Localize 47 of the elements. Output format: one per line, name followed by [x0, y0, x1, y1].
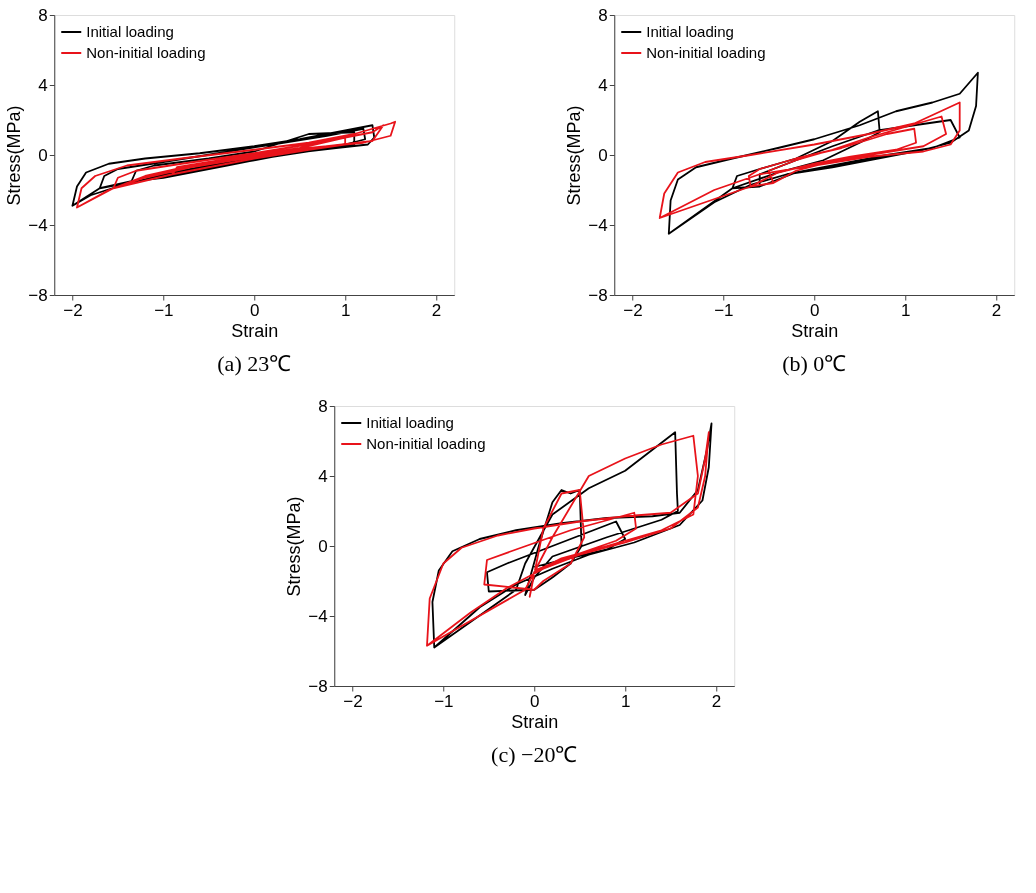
- text: (a) 23℃: [217, 351, 292, 376]
- legend-label: Initial loading: [646, 23, 734, 40]
- y-tick-label: 0: [598, 145, 608, 165]
- x-tick-label: −2: [63, 300, 83, 320]
- y-tick-label: 0: [38, 145, 48, 165]
- y-axis-title: Stress(MPa): [564, 105, 585, 206]
- legend-label: Initial loading: [366, 414, 454, 431]
- y-tick-label: −4: [308, 606, 328, 626]
- legend-label: Non-initial loading: [366, 435, 486, 452]
- line-series: [658, 101, 961, 219]
- y-tick-label: −4: [588, 215, 608, 235]
- x-axis-title: Strain: [511, 711, 559, 732]
- line-series: [667, 71, 979, 235]
- y-tick-label: 8: [318, 396, 328, 416]
- x-tick-label: 1: [620, 691, 631, 711]
- y-tick-label: −8: [28, 285, 48, 305]
- text: (b) 0℃: [782, 351, 847, 376]
- x-tick-label: 1: [900, 300, 911, 320]
- x-tick-label: −1: [714, 300, 734, 320]
- x-tick-label: −2: [343, 691, 363, 711]
- y-tick-label: 4: [598, 75, 608, 95]
- x-tick-label: 2: [711, 691, 722, 711]
- y-tick-label: 0: [318, 536, 328, 556]
- y-tick-label: −4: [28, 215, 48, 235]
- x-tick-label: 1: [340, 300, 351, 320]
- y-tick-label: 4: [38, 75, 48, 95]
- legend-label: Initial loading: [86, 23, 174, 40]
- x-tick-label: 0: [530, 691, 540, 711]
- y-tick-label: −8: [308, 676, 328, 696]
- y-axis-title: Stress(MPa): [284, 496, 305, 597]
- y-axis-title: Stress(MPa): [4, 105, 25, 206]
- text: (c) −20℃: [491, 742, 578, 767]
- y-tick-label: 8: [598, 5, 608, 25]
- y-tick-label: 4: [318, 466, 328, 486]
- legend-label: Non-initial loading: [86, 44, 206, 61]
- x-axis-title: Strain: [791, 320, 839, 341]
- legend-label: Non-initial loading: [646, 44, 766, 61]
- x-tick-label: −1: [434, 691, 454, 711]
- x-tick-label: −1: [154, 300, 174, 320]
- x-tick-label: 2: [431, 300, 442, 320]
- x-axis-title: Strain: [231, 320, 279, 341]
- y-tick-label: 8: [38, 5, 48, 25]
- x-tick-label: 2: [991, 300, 1002, 320]
- x-tick-label: −2: [623, 300, 643, 320]
- y-tick-label: −8: [588, 285, 608, 305]
- x-tick-label: 0: [810, 300, 820, 320]
- x-tick-label: 0: [250, 300, 260, 320]
